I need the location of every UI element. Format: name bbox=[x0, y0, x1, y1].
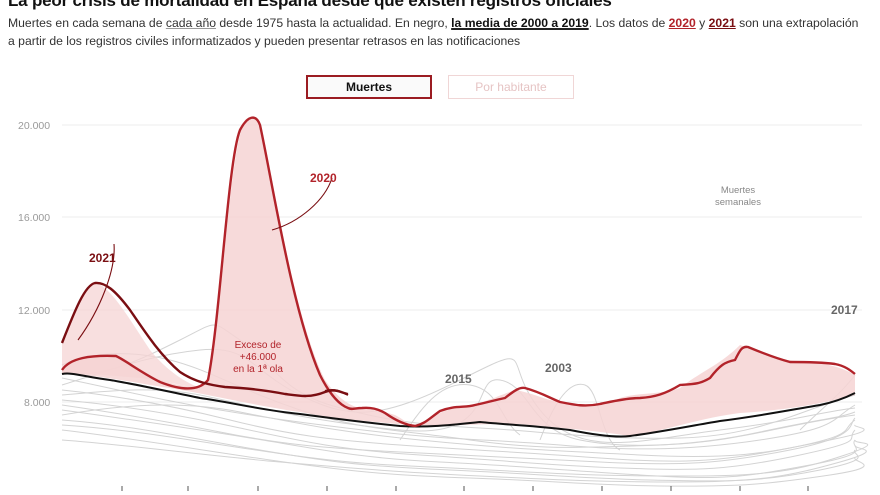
label-2015: 2015 bbox=[445, 372, 472, 386]
annotations: 2021 2020 Exceso de +46.000 en la 1ª ola… bbox=[89, 171, 858, 386]
excess-label-line1: Exceso de bbox=[235, 340, 282, 351]
x-axis-ticks bbox=[121, 486, 809, 491]
link-2020[interactable]: 2020 bbox=[668, 16, 696, 30]
chart-subtitle: Muertes en cada semana de cada año desde… bbox=[8, 14, 868, 50]
y-tick-20000: 20.000 bbox=[18, 120, 50, 132]
toggle-muertes-button[interactable]: Muertes bbox=[306, 75, 432, 99]
label-2017: 2017 bbox=[831, 303, 858, 317]
link-media-2000-2019[interactable]: la media de 2000 a 2019 bbox=[451, 16, 589, 30]
y-description-line1: Muertes bbox=[721, 185, 756, 196]
toggle-por-habitante-button[interactable]: Por habitante bbox=[448, 75, 574, 99]
subtitle-text: son una extrapolación a partir de los re… bbox=[8, 16, 859, 48]
excess-label-line2: +46.000 bbox=[240, 352, 277, 363]
label-2021: 2021 bbox=[89, 251, 116, 265]
average-2000-2019-line bbox=[61, 372, 856, 438]
subtitle-text: . Los datos de bbox=[588, 16, 669, 30]
y-tick-12000: 12.000 bbox=[18, 305, 50, 317]
line-2020-after bbox=[324, 388, 349, 396]
line-2021 bbox=[60, 281, 349, 398]
y-tick-16000: 16.000 bbox=[18, 212, 50, 224]
excess-label-line3: en la 1ª ola bbox=[233, 364, 283, 375]
label-2020: 2020 bbox=[310, 171, 337, 185]
y-tick-8000: 8.000 bbox=[24, 397, 50, 409]
label-2003: 2003 bbox=[545, 361, 572, 375]
chart-title: La peor crisis de mortalidad en España d… bbox=[8, 0, 612, 10]
leader-line-2021 bbox=[77, 243, 115, 341]
subtitle-text: y bbox=[695, 16, 709, 30]
leader-line-2020 bbox=[271, 177, 333, 231]
line-2020 bbox=[61, 116, 856, 428]
excess-area-2020 bbox=[62, 116, 855, 436]
y-axis-labels: 20.000 16.000 12.000 8.000 bbox=[18, 120, 50, 409]
y-description-line2: semanales bbox=[715, 197, 761, 208]
link-cada-ano[interactable]: cada año bbox=[165, 16, 217, 30]
subtitle-text: Muertes en cada semana de bbox=[8, 16, 166, 30]
link-2021[interactable]: 2021 bbox=[708, 16, 736, 30]
subtitle-text: desde 1975 hasta la actualidad. En negro… bbox=[216, 16, 452, 30]
